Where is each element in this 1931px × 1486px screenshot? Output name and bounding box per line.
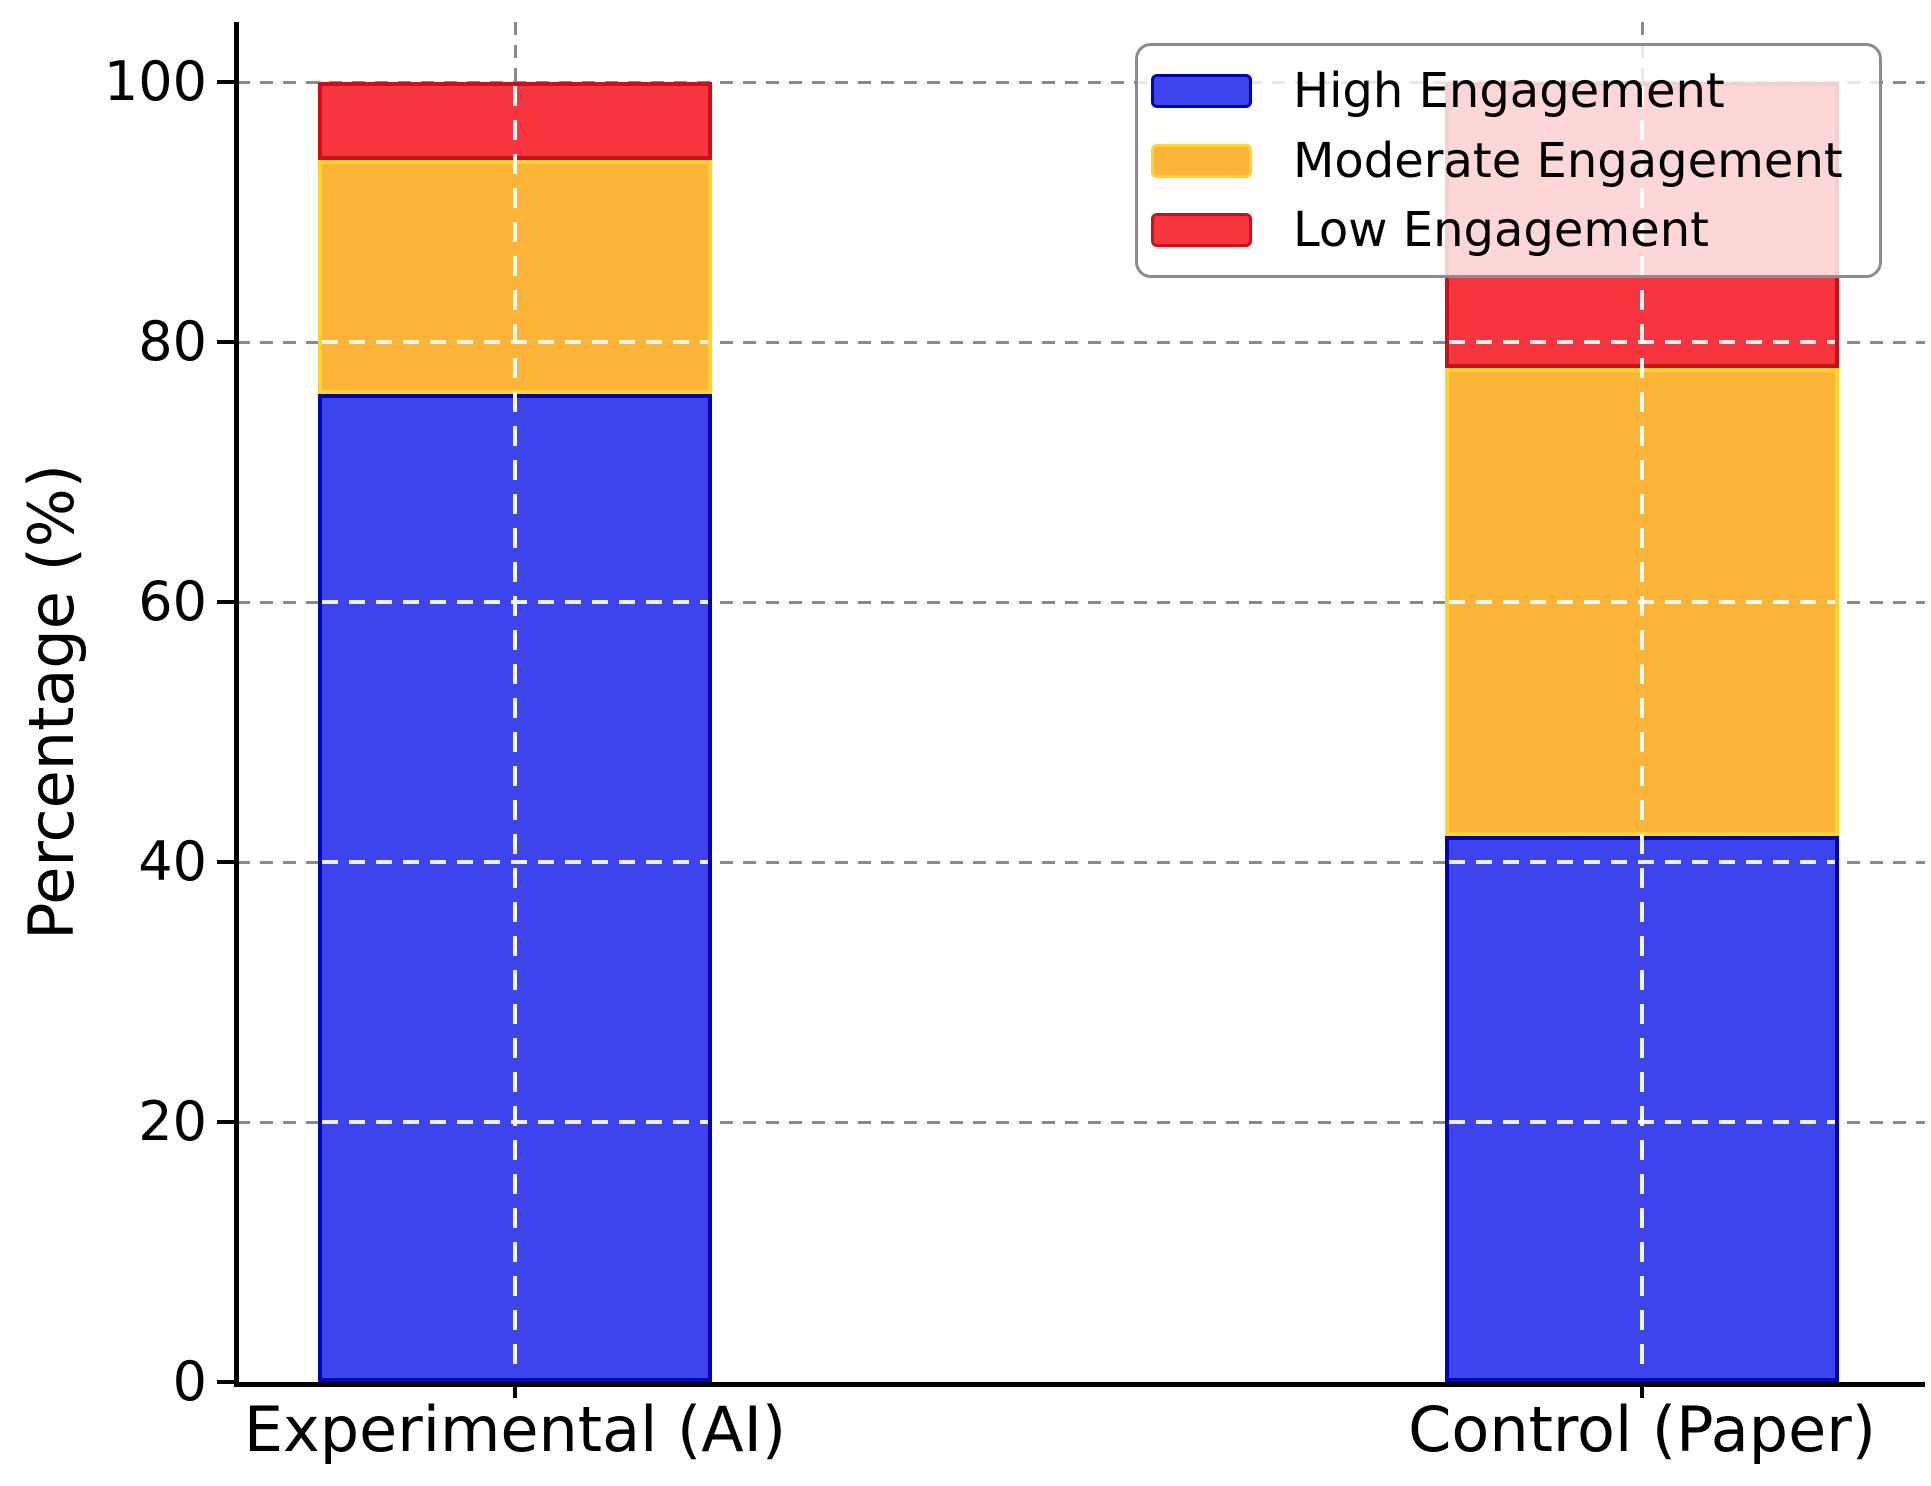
legend-label-moderate-engagement: Moderate Engagement (1293, 132, 1843, 189)
bar-center-gridline-overlay-control-paper (1640, 86, 1644, 1378)
gridline-y-40 (237, 861, 1925, 864)
y-tick-mark-100 (217, 80, 237, 84)
legend-swatch-low-engagement (1151, 212, 1252, 247)
legend-item-high-engagement: High Engagement (1151, 67, 1879, 115)
legend-label-high-engagement: High Engagement (1293, 63, 1725, 120)
y-tick-label-20: 20 (138, 1090, 207, 1153)
x-tick-label-experimental-ai: Experimental (AI) (243, 1393, 787, 1466)
gridline-y-100 (237, 81, 1925, 84)
legend-swatch-high-engagement (1151, 74, 1252, 109)
y-tick-label-80: 80 (138, 310, 207, 373)
y-tick-mark-0 (217, 1380, 237, 1384)
legend-label-low-engagement: Low Engagement (1293, 201, 1709, 258)
y-axis-spine (234, 22, 239, 1387)
legend-item-low-engagement: Low Engagement (1151, 206, 1879, 254)
x-tick-mark-control-paper (1640, 1382, 1644, 1398)
y-tick-mark-40 (217, 860, 237, 864)
bar-center-gridline-overlay-experimental-ai (513, 86, 517, 1378)
y-tick-label-40: 40 (138, 830, 207, 893)
x-tick-label-control-paper: Control (Paper) (1408, 1393, 1876, 1466)
gridline-y-20 (237, 1121, 1925, 1124)
y-tick-mark-80 (217, 340, 237, 344)
legend: High Engagement Moderate Engagement Low En… (1135, 43, 1882, 278)
legend-swatch-moderate-engagement (1151, 143, 1252, 178)
y-tick-label-100: 100 (103, 50, 207, 113)
y-tick-mark-60 (217, 600, 237, 604)
gridline-y-60 (237, 601, 1925, 604)
y-tick-mark-20 (217, 1120, 237, 1124)
y-tick-label-0: 0 (172, 1350, 207, 1413)
legend-item-moderate-engagement: Moderate Engagement (1151, 137, 1879, 185)
x-axis-spine (234, 1382, 1925, 1387)
y-tick-label-60: 60 (138, 570, 207, 633)
x-tick-mark-experimental-ai (513, 1382, 517, 1398)
gridline-y-80 (237, 341, 1925, 344)
